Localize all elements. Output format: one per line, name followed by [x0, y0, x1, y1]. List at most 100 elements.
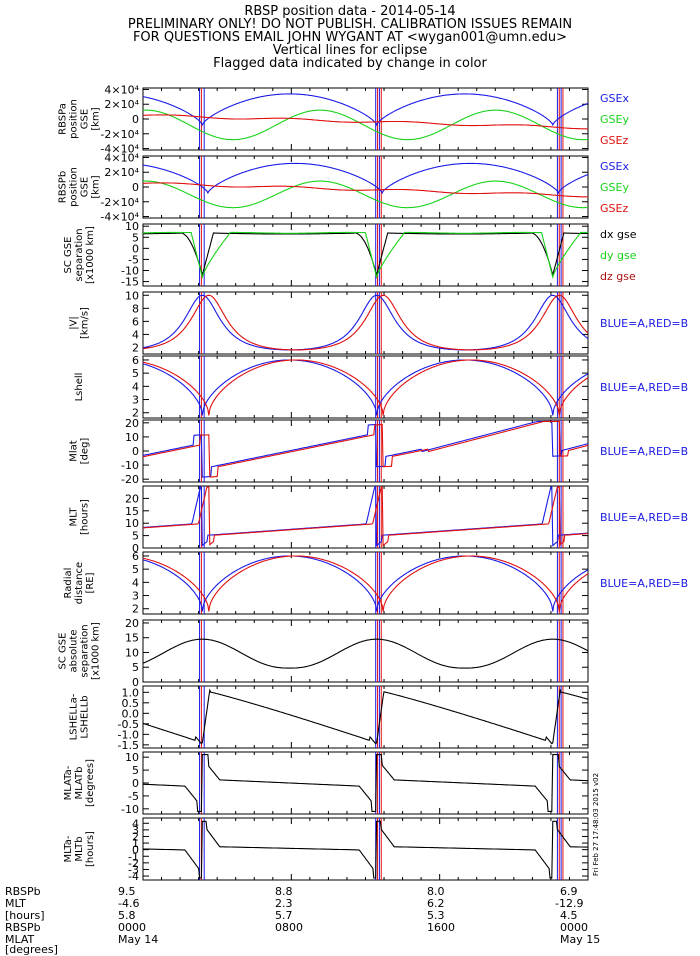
- series-line: [142, 420, 589, 478]
- y-tick-label: 6: [132, 550, 139, 563]
- legend-entry: BLUE=A,RED=B: [600, 445, 688, 458]
- series-line: [142, 420, 589, 478]
- footer-value: 0000: [560, 921, 588, 934]
- y-tick-label: 0: [132, 777, 139, 790]
- timestamp-note: Fri Feb 27 17:48:03 2015 v02: [592, 773, 600, 876]
- y-axis-label: LSHELLb: [80, 695, 91, 738]
- series-line: [142, 688, 589, 745]
- y-tick-label: 8: [132, 302, 139, 315]
- legend-entry: GSEx: [600, 160, 629, 173]
- y-axis-label: [deg]: [80, 438, 91, 465]
- y-axis-label: MLTa-: [63, 835, 74, 862]
- y-tick-label: 2×10⁴: [104, 98, 139, 111]
- y-tick-label: -2×10⁴: [100, 128, 139, 141]
- footer-value: -4.6: [118, 897, 140, 910]
- y-tick-label: 10: [125, 517, 139, 530]
- y-axis-label: MLATa-: [63, 765, 74, 800]
- y-tick-label: 2×10⁴: [104, 166, 139, 179]
- footer-value: 5.3: [427, 909, 445, 922]
- y-tick-label: 6: [132, 354, 139, 367]
- legend-entry: GSEx: [600, 92, 629, 105]
- y-tick-label: 3: [132, 394, 139, 407]
- y-tick-label: 0: [132, 113, 139, 126]
- legend-entry: BLUE=A,RED=B: [600, 381, 688, 394]
- y-tick-label: 3: [132, 824, 139, 837]
- legend-entry: dx gse: [600, 228, 637, 241]
- y-tick-label: 0: [132, 542, 139, 555]
- footer-value: 4.5: [560, 909, 578, 922]
- y-tick-label: -4: [128, 870, 139, 883]
- chart-title: RBSP position data - 2014-05-14: [244, 4, 456, 19]
- y-tick-label: 10: [125, 646, 139, 659]
- y-tick-label: 0: [132, 181, 139, 194]
- y-tick-label: -15: [121, 276, 139, 289]
- legend-entry: GSEy: [600, 181, 629, 194]
- y-tick-label: 5: [132, 661, 139, 674]
- footer-label: MLAT: [5, 933, 35, 946]
- y-axis-label: SC GSE: [63, 237, 74, 274]
- footer-value: 6.2: [427, 897, 445, 910]
- y-tick-label: 3: [132, 590, 139, 603]
- panel: 4×10⁴ 2×10⁴ 0 -2×10⁴ -4×10⁴ RBSPb position GSE[…: [58, 151, 630, 223]
- series-line: [142, 294, 589, 351]
- y-axis-label: GSE: [80, 109, 91, 129]
- y-tick-label: 5: [132, 764, 139, 777]
- series-line: [143, 231, 588, 280]
- footer-value: 0800: [275, 921, 303, 934]
- footer-value: May 15: [560, 933, 601, 946]
- y-tick-label: -4×10⁴: [100, 211, 139, 224]
- y-axis-label: SC GSE: [58, 633, 69, 670]
- y-axis-label: [hours]: [80, 499, 91, 535]
- y-tick-label: -5: [128, 790, 139, 803]
- legend-entry: BLUE=A,RED=B: [600, 317, 688, 330]
- y-tick-label: 2: [132, 341, 139, 354]
- y-axis-label: separation: [80, 624, 91, 677]
- footer-label: MLT: [5, 897, 26, 910]
- y-tick-label: -20: [121, 473, 139, 486]
- y-tick-label: 10: [125, 289, 139, 302]
- y-axis-label: Mlat: [69, 440, 80, 462]
- plot-frame: [142, 619, 589, 683]
- y-axis-label: GSE: [80, 177, 91, 197]
- legend-entry: dz gse: [600, 270, 636, 283]
- y-tick-label: 20: [125, 492, 139, 505]
- series-line: [142, 754, 588, 812]
- legend-entry: dy gse: [600, 249, 637, 262]
- series-line: [143, 109, 588, 141]
- y-axis-label: [RE]: [85, 572, 96, 593]
- series-line: [143, 232, 588, 277]
- panel: 1.00.50.0-0.5-1.0-1.5 LSHELLa- LSHELLb: [69, 685, 589, 752]
- footer-value: 9.5: [118, 885, 136, 898]
- y-tick-label: 15: [125, 505, 139, 518]
- y-tick-label: 4: [132, 817, 139, 830]
- y-axis-label: [degrees]: [85, 759, 96, 807]
- y-axis-label: |V|: [69, 316, 80, 330]
- y-tick-label: 5: [132, 367, 139, 380]
- series-line: [142, 555, 589, 612]
- series-line: [142, 180, 588, 209]
- series-line: [143, 820, 589, 879]
- y-tick-label: 5: [132, 231, 139, 244]
- y-axis-label: LSHELLa-: [69, 693, 80, 740]
- footer-value: 8.0: [427, 885, 445, 898]
- y-axis-label: MLT: [69, 507, 80, 527]
- y-tick-label: -10: [121, 459, 139, 472]
- plot-frame: [142, 87, 589, 151]
- y-tick-label: -1: [128, 850, 139, 863]
- eclipse-note: Vertical lines for eclipse: [272, 43, 428, 58]
- series-line: [142, 638, 589, 669]
- y-tick-label: -1.0: [118, 728, 139, 741]
- y-axis-label: Radial: [63, 568, 74, 599]
- y-tick-label: 4×10⁴: [104, 83, 139, 96]
- plot-frame: [142, 817, 589, 881]
- y-tick-label: 4: [132, 576, 139, 589]
- y-tick-label: 0.5: [122, 697, 140, 710]
- legend-entry: GSEz: [600, 134, 628, 147]
